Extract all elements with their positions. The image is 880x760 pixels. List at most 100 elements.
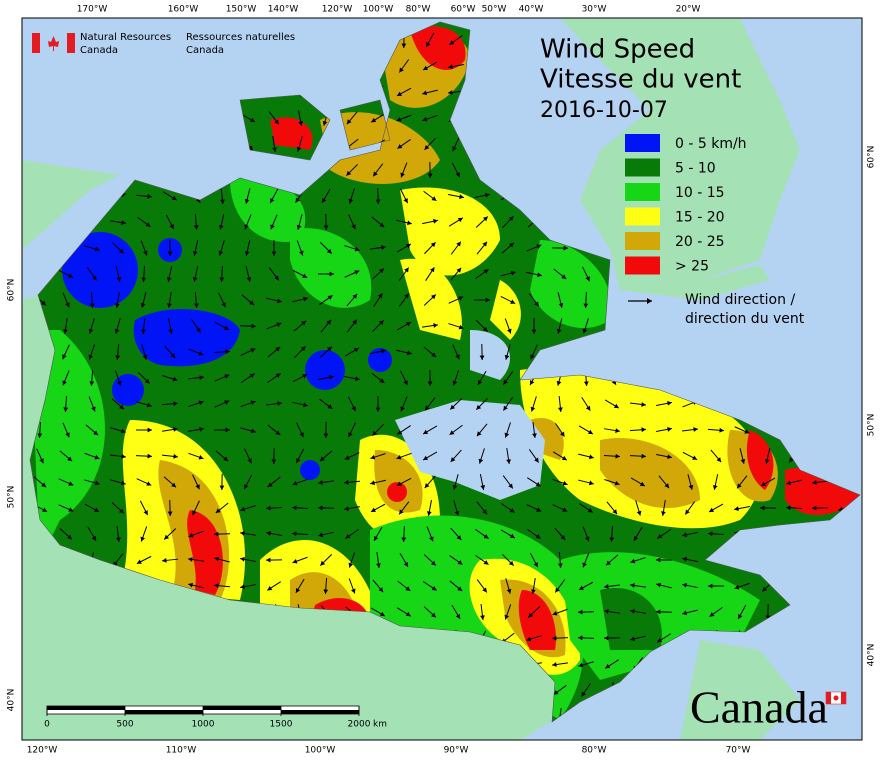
wind-arrow-head bbox=[62, 380, 67, 386]
wind-arrow-head bbox=[277, 401, 282, 406]
wind-arrow-head bbox=[459, 194, 464, 200]
zone bbox=[300, 460, 320, 480]
wind-arrow-head bbox=[483, 534, 489, 539]
wind-arrow-head bbox=[534, 301, 539, 307]
wind-arrow-head bbox=[120, 428, 126, 434]
wind-arrow-head bbox=[116, 380, 122, 386]
wind-arrow-head bbox=[274, 119, 279, 125]
wind-arrow-head bbox=[92, 275, 97, 281]
wind-arrow-head bbox=[633, 535, 639, 541]
wind-arrow-head bbox=[585, 276, 590, 282]
wind-arrow-head bbox=[403, 198, 408, 204]
wind-arrow-head bbox=[433, 218, 438, 224]
wind-arrow-head bbox=[327, 404, 333, 409]
wind-arrow-head bbox=[423, 65, 429, 70]
wind-arrow-head bbox=[318, 480, 323, 485]
legend-swatch bbox=[625, 158, 660, 177]
wind-arrow-head bbox=[657, 637, 663, 643]
wind-arrow-head bbox=[530, 354, 535, 360]
wind-arrow-head bbox=[94, 246, 100, 252]
wind-arrow-head bbox=[173, 427, 178, 432]
wind-arrow-head bbox=[275, 346, 281, 352]
wind-arrow-head bbox=[250, 400, 256, 406]
wind-arrow-head bbox=[147, 427, 152, 433]
wind-arrow-head bbox=[318, 532, 323, 538]
wind-arrow-head bbox=[404, 293, 409, 299]
wind-arrow-head bbox=[693, 427, 698, 432]
lon-label: 60°W bbox=[451, 5, 476, 15]
legend-swatch bbox=[625, 232, 660, 250]
wind-arrow-head bbox=[68, 481, 74, 486]
wind-arrow-head bbox=[615, 453, 620, 459]
wind-arrow-head bbox=[556, 380, 562, 386]
wind-arrow-head bbox=[353, 347, 359, 353]
wind-arrow-head bbox=[299, 432, 304, 438]
wind-arrow-head bbox=[458, 296, 464, 301]
wind-arrow-head bbox=[737, 483, 742, 489]
wind-arrow-head bbox=[266, 505, 271, 511]
lon-label: 100°W bbox=[363, 5, 394, 15]
wind-arrow-head bbox=[63, 407, 69, 412]
wind-arrow-head bbox=[667, 454, 672, 460]
wind-arrow-head bbox=[115, 355, 121, 360]
wind-arrow-head bbox=[688, 484, 694, 490]
wind-arrow-head bbox=[657, 533, 663, 539]
wind-arrow-head bbox=[370, 454, 376, 460]
wind-arrow-head bbox=[457, 217, 463, 223]
wind-arrow-head bbox=[692, 455, 698, 460]
wind-arrow-head bbox=[708, 531, 713, 537]
wind-arrow-head bbox=[583, 381, 589, 386]
wind-arrow-head bbox=[641, 402, 646, 407]
wind-arrow-head bbox=[431, 196, 437, 201]
maple-leaf bbox=[48, 36, 59, 51]
legend-arrow-label: direction du vent bbox=[685, 311, 805, 327]
wind-arrow-head bbox=[582, 328, 588, 334]
wind-arrow-head bbox=[344, 455, 350, 460]
arrow-sample-head bbox=[647, 298, 652, 304]
wind-arrow-head bbox=[448, 90, 453, 95]
wind-arrow-head bbox=[397, 429, 403, 435]
lat-label: 60°N bbox=[7, 279, 17, 302]
lon-label: 20°W bbox=[676, 5, 701, 15]
wind-arrow-head bbox=[296, 458, 301, 464]
wind-arrow-head bbox=[318, 505, 323, 511]
wind-arrow-head bbox=[218, 250, 224, 256]
wind-arrow-head bbox=[403, 380, 408, 386]
wind-arrow-head bbox=[483, 269, 489, 274]
wind-arrow-head bbox=[685, 509, 690, 515]
scale-segment bbox=[125, 710, 203, 714]
wind-arrow-head bbox=[455, 354, 460, 360]
wind-arrow-head bbox=[422, 90, 428, 96]
wind-arrow-head bbox=[740, 458, 746, 464]
wind-arrow-head bbox=[147, 193, 152, 199]
wordmark: Canada bbox=[690, 682, 847, 733]
wind-arrow-head bbox=[709, 612, 715, 617]
wind-arrow-head bbox=[93, 430, 99, 436]
wind-arrow-head bbox=[449, 430, 455, 435]
wind-arrow-head bbox=[121, 454, 126, 459]
lon-label: 120°W bbox=[322, 5, 353, 15]
wind-arrow-head bbox=[244, 198, 250, 204]
wind-arrow-head bbox=[455, 172, 460, 178]
wind-arrow-head bbox=[427, 381, 433, 386]
wind-arrow-head bbox=[578, 635, 583, 641]
wind-arrow-head bbox=[482, 241, 488, 247]
wind-arrow-head bbox=[424, 483, 430, 489]
wind-arrow-head bbox=[557, 563, 563, 568]
wind-arrow-head bbox=[374, 535, 379, 541]
wind-arrow-head bbox=[456, 267, 462, 273]
lat-label: 50°N bbox=[867, 414, 877, 437]
wind-arrow-head bbox=[641, 453, 646, 459]
wind-arrow-head bbox=[381, 245, 386, 250]
coastline bbox=[29, 21, 861, 723]
wind-arrow-head bbox=[295, 587, 301, 593]
wind-arrow-head bbox=[425, 405, 430, 411]
wind-arrow-head bbox=[214, 583, 219, 589]
wind-arrow-head bbox=[397, 144, 403, 149]
wind-arrow-head bbox=[63, 329, 68, 334]
wind-arrow-head bbox=[604, 635, 609, 641]
wind-arrow-head bbox=[348, 198, 354, 204]
wind-arrow-head bbox=[247, 458, 252, 464]
wind-arrow-head bbox=[719, 427, 724, 433]
wind-arrow-head bbox=[215, 508, 221, 514]
